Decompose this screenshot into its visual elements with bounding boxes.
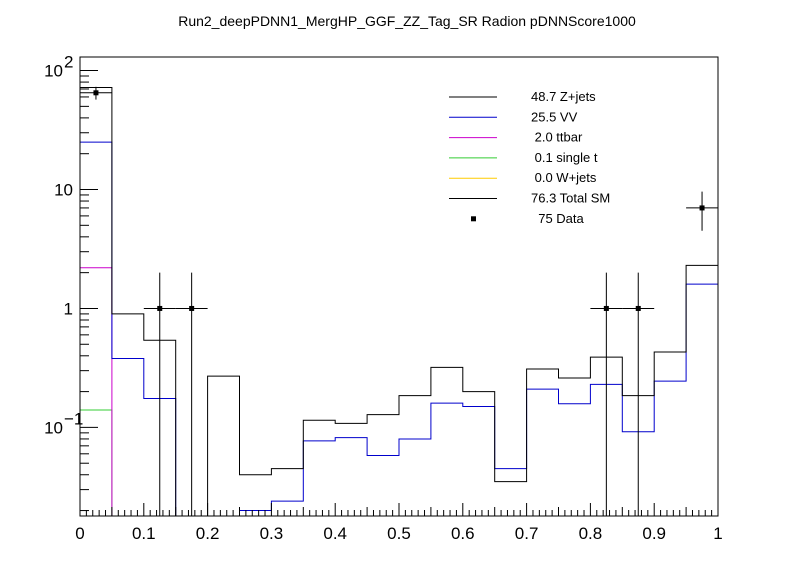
data-point [143,272,176,516]
data-point [622,272,655,516]
x-tick-label: 0.9 [642,524,666,543]
y-tick-exponent: 2 [64,53,73,72]
legend-label: 75 Data [531,211,585,226]
legend-entry: 0.1 single t [449,150,598,165]
chart-title: Run2_deepPDNN1_MergHP_GGF_ZZ_Tag_SR Radi… [178,13,636,29]
series-total-sm-line [79,87,719,517]
y-tick-label: 1 [64,299,73,318]
data-point-marker [189,305,195,311]
legend-label: 48.7 Z+jets [531,89,596,104]
x-tick-label: 0.1 [132,524,156,543]
y-tick-label: 10 [54,181,73,200]
x-axis: 0 0.1 0.2 0.3 0.4 0.5 0.6 0.7 0.8 0.9 1 [75,503,723,543]
x-tick-label: 0.7 [515,524,539,543]
x-tick-label: 0 [75,524,84,543]
legend-entry: 76.3 Total SM [449,191,610,206]
x-tick-label: 0.8 [579,524,603,543]
legend-entry: 75 Data [471,211,585,226]
x-tick-label: 0.4 [323,524,347,543]
legend-label: 76.3 Total SM [531,191,610,206]
x-tick-label: 0.6 [451,524,475,543]
legend-entry: 0.0 W+jets [449,170,597,185]
x-tick-label: 0.3 [260,524,284,543]
x-tick-label: 0.2 [196,524,220,543]
legend-entry: 48.7 Z+jets [449,89,596,104]
legend-entry: 2.0 ttbar [449,130,583,145]
x-tick-label: 0.5 [387,524,411,543]
y-tick-exponent: −1 [64,409,83,428]
y-tick-label: 10 [44,418,63,437]
data-point [80,86,112,100]
data-points-layer [80,86,718,516]
data-point-marker [93,90,99,96]
data-point-marker [635,305,641,311]
data-point [590,272,623,516]
legend: 48.7 Z+jets 25.5 VV 2.0 ttbar 0.1 single … [449,89,610,226]
legend-marker [471,216,476,222]
legend-label: 25.5 VV [531,109,578,124]
data-point [686,191,718,231]
y-tick-label: 10 [44,62,63,81]
data-point-marker [603,305,609,311]
legend-label: 0.1 single t [531,150,598,165]
data-point [175,272,208,516]
data-point-marker [157,305,163,311]
legend-label: 2.0 ttbar [531,130,583,145]
data-point-marker [699,205,705,211]
legend-entry: 25.5 VV [449,109,578,124]
legend-label: 0.0 W+jets [531,170,597,185]
x-tick-label: 1 [713,524,722,543]
